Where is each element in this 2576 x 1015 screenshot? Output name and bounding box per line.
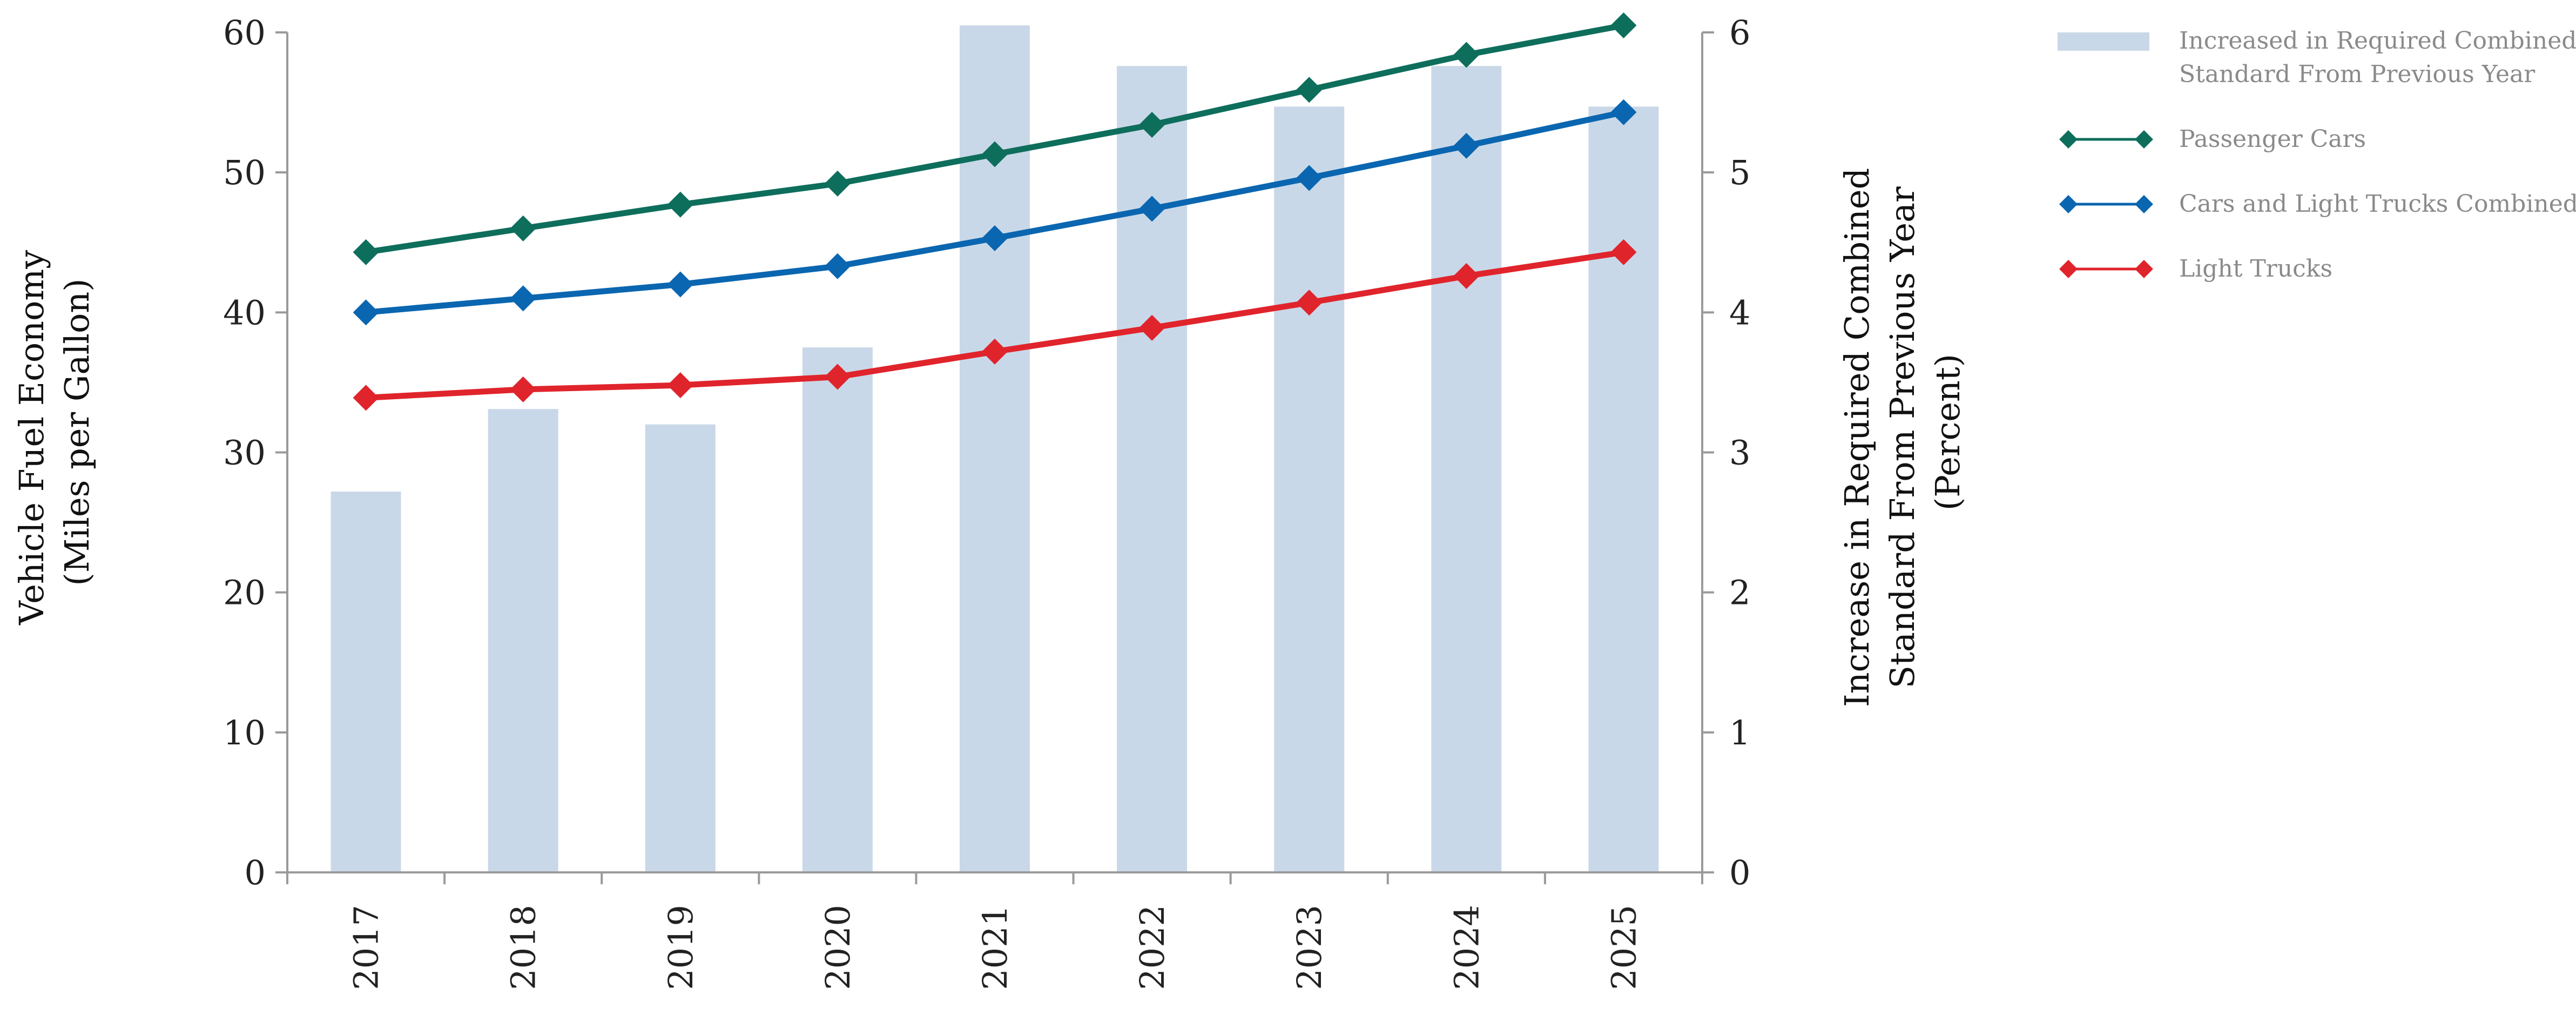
right-axis-title-line-2: Standard From Previous Year [1883,186,1922,688]
series-1-point-2020 [824,253,851,279]
series-0-point-2020 [824,170,851,197]
bar-2023 [1274,106,1345,872]
series-0-point-2024 [1453,42,1480,68]
series-2-point-2024 [1453,263,1480,289]
x-tick-label-2022: 2022 [1132,905,1172,990]
right-tick-label: 2 [1729,573,1750,613]
series-1-point-2025 [1610,99,1637,125]
left-axis-title: Vehicle Fuel Economy (Miles per Gallon) [12,239,97,626]
series-1-point-2017 [353,299,379,326]
series-2-point-2022 [1139,314,1165,341]
legend-light-trucks-marker-left [2059,260,2078,278]
x-tick-label-2018: 2018 [504,905,543,990]
series-1-point-2018 [510,285,536,312]
legend: Increased in Required Combined Standard … [2058,27,2576,283]
series-2-point-2021 [982,338,1008,365]
right-tick-label: 4 [1729,293,1750,332]
bar-2020 [802,347,873,872]
series-0-point-2021 [982,141,1008,167]
series-2-point-2019 [667,372,693,399]
legend-combined-marker-right [2135,195,2153,213]
left-axis-title-line-1: Vehicle Fuel Economy [12,250,51,626]
lines-layer [353,12,1637,411]
series-0-point-2017 [353,239,379,265]
legend-combined-label: Cars and Light Trucks Combined [2179,190,2576,218]
bars-layer [331,25,1659,873]
series-1-point-2024 [1453,132,1480,159]
bar-2025 [1588,106,1659,872]
ticks-layer: 0 10 20 30 40 50 60 0 1 2 3 4 5 6 2017 2018 2019 2020 2021… [223,13,1750,990]
series-1-point-2023 [1296,165,1323,191]
series-0-point-2023 [1296,77,1323,103]
x-tick-label-2025: 2025 [1604,905,1643,990]
right-tick-label: 6 [1729,13,1750,52]
series-2-point-2020 [824,364,851,390]
bar-2018 [488,409,558,872]
legend-bar-label-line-1: Increased in Required Combined [2179,27,2576,55]
series-0-point-2019 [667,191,693,218]
legend-passenger-cars-marker-right [2135,130,2153,149]
series-1-point-2021 [982,225,1008,251]
bar-2017 [331,492,401,872]
series-2-point-2018 [510,376,536,402]
x-tick-label-2019: 2019 [661,905,700,990]
left-tick-label: 10 [223,713,266,752]
series-2-point-2017 [353,385,379,411]
series-0-point-2018 [510,215,536,241]
left-tick-label: 60 [223,13,266,52]
left-tick-label: 50 [223,153,266,192]
right-axis-title-line-3: (Percent) [1928,354,1967,510]
series-2-point-2023 [1296,290,1323,316]
right-tick-label: 5 [1729,153,1750,192]
left-tick-label: 0 [245,853,266,892]
left-axis-title-line-2: (Miles per Gallon) [57,279,97,586]
series-2-point-2025 [1610,239,1637,265]
series-0-point-2025 [1610,12,1637,39]
right-tick-label: 3 [1729,433,1750,473]
x-tick-label-2024: 2024 [1447,905,1486,990]
series-1-point-2019 [667,271,693,298]
right-axis-title: Increase in Required Combined Standard F… [1837,157,1967,707]
x-tick-label-2023: 2023 [1290,905,1329,990]
legend-light-trucks-label: Light Trucks [2179,255,2332,283]
left-tick-label: 20 [223,573,266,613]
legend-passenger-cars-label: Passenger Cars [2179,125,2366,153]
legend-combined-marker-left [2059,195,2078,213]
legend-bar-label: Increased in Required Combined Standard … [2179,27,2576,88]
right-tick-label: 0 [1729,853,1750,892]
legend-passenger-cars-marker-left [2059,130,2078,149]
series-0-point-2022 [1139,112,1165,138]
legend-bar-label-line-2: Standard From Previous Year [2179,61,2535,88]
right-tick-label: 1 [1729,713,1750,752]
x-tick-label-2017: 2017 [347,905,386,990]
right-axis-title-line-1: Increase in Required Combined [1837,168,1877,707]
x-tick-label-2020: 2020 [818,905,858,990]
bar-2022 [1117,66,1188,873]
left-tick-label: 30 [223,433,266,473]
bar-2024 [1431,66,1502,873]
legend-light-trucks-marker-right [2135,260,2153,278]
legend-bar-swatch [2058,32,2149,51]
series-1-point-2022 [1139,196,1165,222]
bar-2019 [645,424,716,872]
left-tick-label: 40 [223,293,266,332]
x-tick-label-2021: 2021 [975,905,1015,990]
